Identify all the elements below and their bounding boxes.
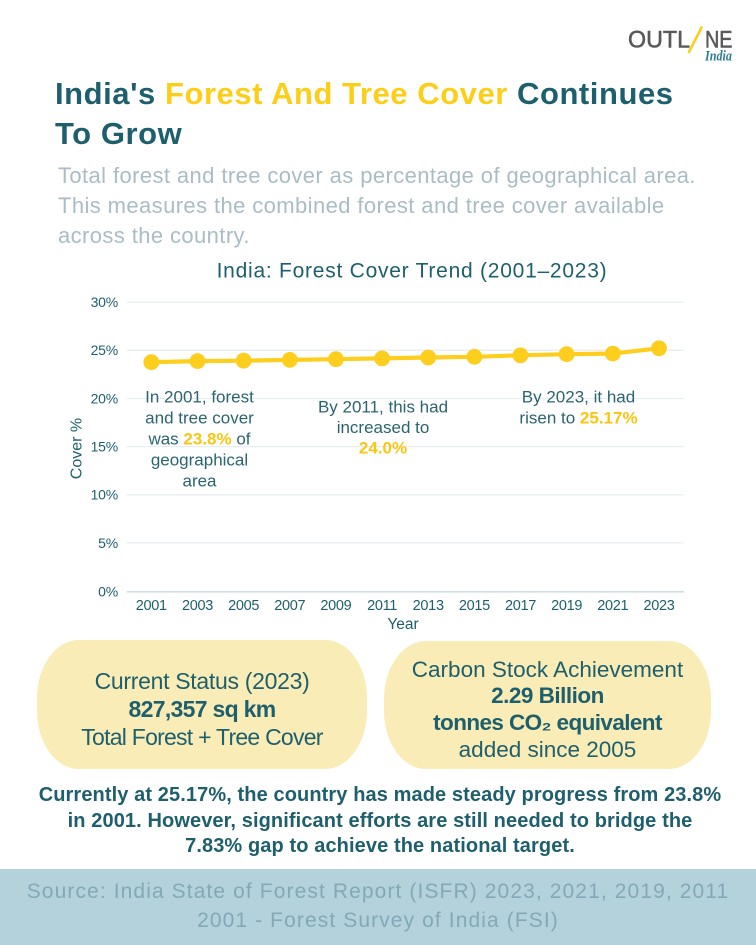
svg-text:By 2011, this had: By 2011, this had [318, 397, 448, 416]
svg-text:5%: 5% [98, 535, 118, 551]
svg-text:OUTL: OUTL [628, 27, 690, 54]
svg-text:In 2001, forest: In 2001, forest [145, 388, 254, 407]
svg-text:2005: 2005 [228, 598, 259, 614]
svg-text:2007: 2007 [274, 598, 305, 614]
svg-text:was 23.8% of: was 23.8% of [147, 430, 250, 449]
svg-text:and tree cover: and tree cover [145, 409, 254, 428]
svg-text:2021: 2021 [597, 598, 628, 614]
svg-text:10%: 10% [91, 487, 118, 503]
svg-text:2013: 2013 [413, 598, 444, 614]
svg-text:By 2023, it had: By 2023, it had [522, 388, 635, 407]
svg-text:2003: 2003 [182, 598, 213, 614]
svg-text:2019: 2019 [551, 598, 582, 614]
svg-text:2009: 2009 [320, 598, 351, 614]
svg-text:2011: 2011 [367, 598, 397, 614]
svg-text:0%: 0% [98, 584, 118, 600]
svg-text:Year: Year [387, 616, 418, 633]
svg-text:geographical: geographical [151, 451, 248, 470]
svg-text:2001: 2001 [136, 598, 167, 614]
svg-text:15%: 15% [91, 439, 118, 455]
svg-text:30%: 30% [91, 294, 118, 310]
svg-text:India: Forest Cover Trend (200: India: Forest Cover Trend (2001–2023) [217, 260, 608, 283]
svg-text:Cover %: Cover % [69, 418, 86, 479]
svg-text:20%: 20% [91, 390, 118, 406]
svg-text:area: area [182, 472, 217, 491]
svg-text:25%: 25% [91, 342, 118, 358]
svg-text:NE: NE [705, 27, 733, 54]
svg-text:2017: 2017 [505, 598, 536, 614]
svg-text:2023: 2023 [643, 598, 674, 614]
svg-text:India: India [704, 49, 732, 65]
svg-text:2015: 2015 [459, 598, 490, 614]
svg-text:risen to 25.17%: risen to 25.17% [519, 409, 637, 428]
svg-text:24.0%: 24.0% [359, 439, 407, 458]
svg-text:increased to: increased to [337, 418, 430, 437]
